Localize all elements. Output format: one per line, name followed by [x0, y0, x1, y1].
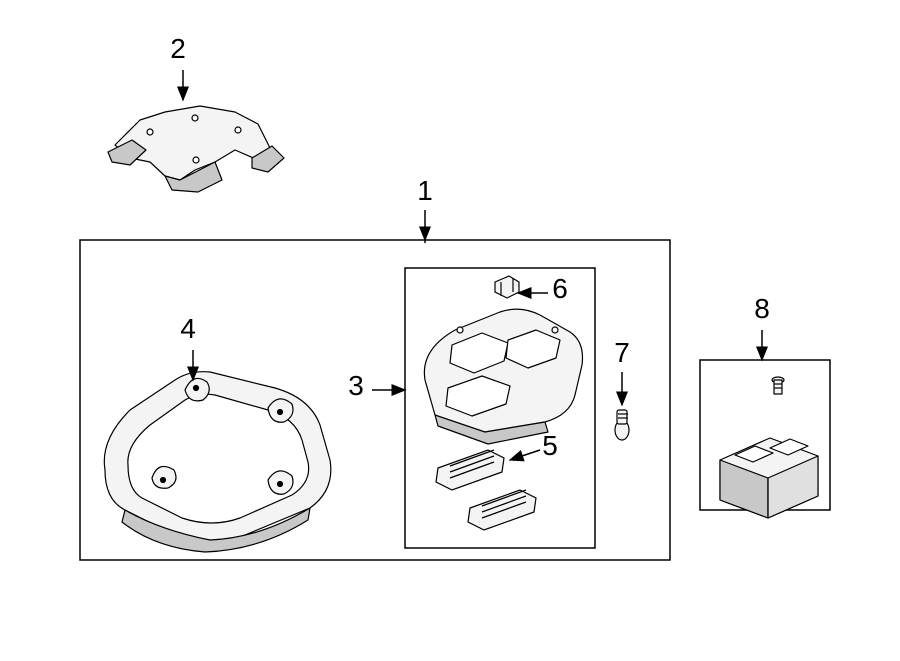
callout-arrow-5	[510, 450, 540, 460]
part-bracket	[108, 106, 284, 192]
part-console-housing	[104, 372, 331, 552]
callout-label-2: 2	[170, 33, 186, 64]
callout-label-4: 4	[180, 313, 196, 344]
parts-diagram: 1 2 3 4 5 6 7 8	[0, 0, 900, 661]
callout-label-1: 1	[417, 175, 433, 206]
part-bulb	[615, 410, 629, 440]
callout-label-3: 3	[348, 370, 364, 401]
part-module	[720, 377, 818, 518]
callout-label-8: 8	[754, 293, 770, 324]
callout-label-7: 7	[614, 337, 630, 368]
part-lenses	[436, 450, 536, 530]
part-clip	[495, 276, 519, 298]
part-lamp-base	[424, 309, 582, 444]
callout-label-6: 6	[552, 273, 568, 304]
callout-label-5: 5	[542, 430, 558, 461]
